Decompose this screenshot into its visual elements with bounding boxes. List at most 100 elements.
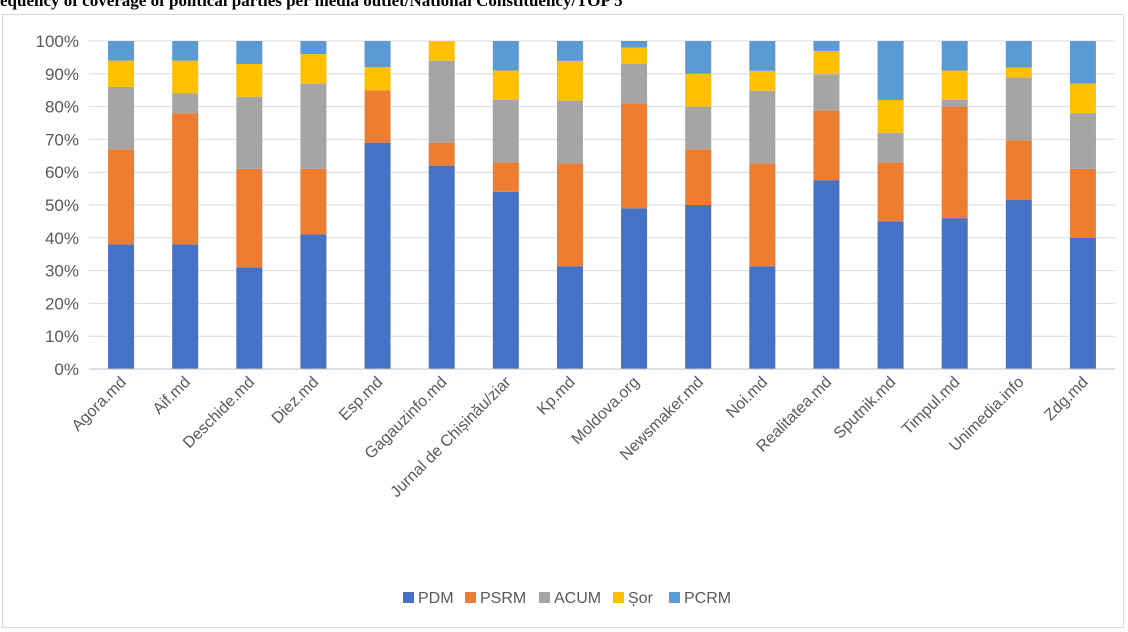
bar-segment <box>877 132 904 163</box>
bar-segment <box>428 165 455 369</box>
bar-segment <box>941 218 968 369</box>
bar-segment <box>300 41 327 55</box>
bar-segment <box>492 100 519 163</box>
bar-segment <box>813 41 840 51</box>
bar-segment <box>813 110 840 181</box>
y-tick-label: 60% <box>45 163 79 182</box>
bar-segment <box>172 60 199 94</box>
legend-swatch <box>539 592 550 603</box>
x-tick-label: Aif.md <box>150 374 194 418</box>
x-tick-label: Jurnal de Chișinău/ziar <box>388 373 516 501</box>
bar-segment <box>621 41 648 48</box>
bar-segment <box>1069 83 1096 114</box>
bar-segment <box>172 41 199 61</box>
bar-segment <box>941 41 968 71</box>
legend-label: PDM <box>418 590 454 607</box>
legend-label: PSRM <box>480 590 526 607</box>
bar-segment <box>236 267 263 369</box>
bar-segment <box>364 67 391 91</box>
bar-segment <box>685 41 712 74</box>
x-tick-label: Diez.md <box>269 374 323 428</box>
bar-segment <box>621 63 648 104</box>
bar-segment <box>492 162 519 192</box>
chart-title: equency of coverage of political parties… <box>0 0 623 10</box>
chart-area: 0% 10% 20% 30% 40% 50% 60% 70% 80% 90% 100% Agora.m… <box>2 14 1124 628</box>
bar-segment <box>1005 77 1032 141</box>
bar-segment <box>1069 237 1096 369</box>
bar-segment <box>556 163 583 267</box>
y-tick-label: 20% <box>45 294 79 313</box>
legend-swatch <box>613 592 624 603</box>
bar-segment <box>1005 67 1032 78</box>
bar-segment <box>364 90 391 143</box>
bar-segment <box>1069 41 1096 84</box>
bar-segment <box>685 73 712 107</box>
bar-segment <box>813 50 840 75</box>
x-tick-label: Esp.md <box>336 374 386 424</box>
legend-swatch <box>669 592 680 603</box>
legend: PDM PSRM ACUM Șor PCRM <box>403 590 731 607</box>
bar-segment <box>492 70 519 101</box>
bar-segment <box>621 103 648 209</box>
y-tick-label: 50% <box>45 196 79 215</box>
bar-segment <box>877 162 904 222</box>
bar-segment <box>621 47 648 64</box>
bar-segment <box>556 60 583 101</box>
bar-segment <box>621 208 648 369</box>
bar-segment <box>877 41 904 101</box>
bar-segment <box>556 100 583 164</box>
bar-segment <box>172 113 199 245</box>
bar-segment <box>364 41 391 68</box>
bar-segment <box>941 70 968 101</box>
bar-segment <box>300 168 327 235</box>
bar-segment <box>556 41 583 61</box>
bar-segment <box>492 191 519 369</box>
y-tick-label: 40% <box>45 229 79 248</box>
bar-segment <box>877 100 904 133</box>
bar-segment <box>492 41 519 71</box>
bar-segment <box>749 163 776 267</box>
bar-segment <box>236 63 263 97</box>
bar-segment <box>364 142 391 369</box>
bar-segment <box>749 41 776 71</box>
x-tick-label: Agora.md <box>69 374 130 435</box>
bar-segment <box>749 70 776 91</box>
y-tick-label: 10% <box>45 327 79 346</box>
legend-swatch <box>465 592 476 603</box>
x-tick-label: Sputnik.md <box>831 374 900 443</box>
bar-segment <box>236 168 263 268</box>
bar-segment <box>172 93 199 114</box>
bar-segment <box>428 41 455 61</box>
bar-segment <box>1069 168 1096 238</box>
legend-label: PCRM <box>684 590 731 607</box>
bar-segment <box>685 205 712 369</box>
y-tick-label: 90% <box>45 65 79 84</box>
x-tick-label: Noi.md <box>723 374 771 422</box>
bar-segment <box>108 60 135 87</box>
stacked-bar-chart: 0% 10% 20% 30% 40% 50% 60% 70% 80% 90% 100% Agora.m… <box>36 32 1115 607</box>
x-tick-label: Timpul.md <box>899 374 963 438</box>
bar-segment <box>749 90 776 164</box>
bar-segment <box>428 142 455 166</box>
bar-segment <box>428 60 455 143</box>
bar-segment <box>300 54 327 84</box>
bar-segment <box>1005 200 1032 369</box>
bar-segment <box>941 100 968 107</box>
bar-segment <box>1005 41 1032 68</box>
y-tick-label: 0% <box>54 360 79 379</box>
bar-segment <box>108 86 135 150</box>
bar-segment <box>941 106 968 219</box>
bar-segment <box>236 96 263 169</box>
legend-label: Șor <box>628 590 654 607</box>
bar-segment <box>813 74 840 111</box>
bar-segment <box>1005 140 1032 201</box>
bar-segment <box>685 149 712 205</box>
bar-segment <box>108 244 135 369</box>
y-tick-label: 100% <box>36 32 79 51</box>
bar-segment <box>300 234 327 369</box>
legend-swatch <box>403 592 414 603</box>
bar-segment <box>685 106 712 150</box>
bar-segment <box>813 180 840 369</box>
bar-segment <box>556 266 583 369</box>
bar-segment <box>877 221 904 369</box>
